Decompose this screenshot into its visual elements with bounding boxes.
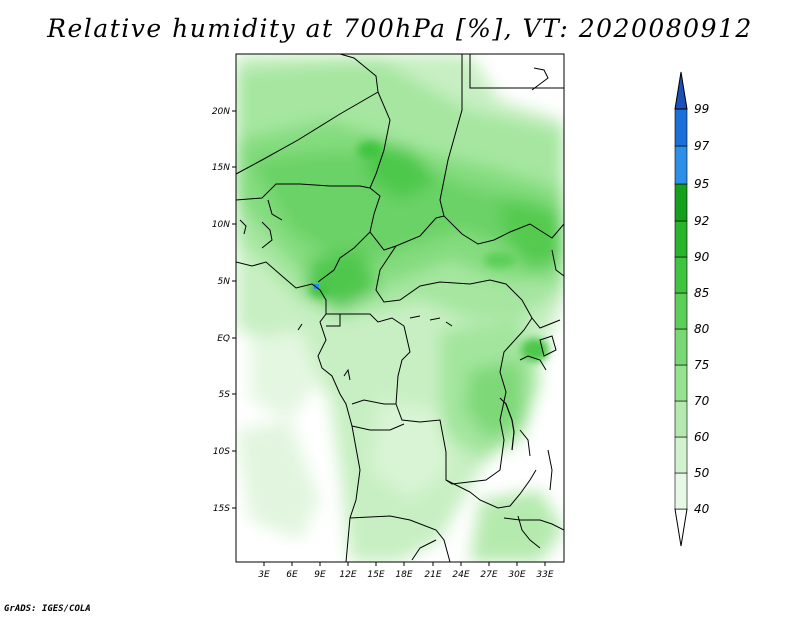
colorbar-label: 97 [694, 139, 710, 153]
colorbar-segment [674, 328, 688, 366]
lon-label: 27E [480, 570, 497, 580]
colorbar-segment [674, 220, 688, 258]
lon-label: 3E [258, 570, 270, 580]
software-credit: GrADS: IGES/COLA [4, 604, 91, 614]
colorbar: 40 50 60 70 75 80 85 90 92 95 97 99 [674, 71, 710, 547]
border-sahara [236, 54, 379, 175]
latitude-axis: 20N 15N 10N 5N EQ 5S 10S 15S [212, 107, 236, 514]
lon-label: 15E [367, 570, 384, 580]
colorbar-segment [674, 472, 688, 510]
colorbar-bottom-triangle [674, 508, 688, 547]
colorbar-label: 99 [694, 102, 709, 116]
colorbar-segment [674, 183, 688, 222]
colorbar-label: 92 [694, 214, 709, 228]
colorbar-segment [674, 256, 688, 294]
lat-label: 15S [213, 504, 230, 514]
colorbar-label: 95 [694, 177, 709, 191]
lat-label: 15N [212, 163, 230, 173]
colorbar-segment [674, 145, 688, 185]
colorbar-label: 80 [694, 322, 710, 336]
colorbar-segment [674, 400, 688, 438]
colorbar-label: 75 [694, 358, 709, 372]
lon-label: 21E [424, 570, 441, 580]
lon-label: 30E [508, 570, 525, 580]
map-frame [235, 53, 565, 563]
colorbar-label: 60 [694, 430, 710, 444]
colorbar-segment [674, 108, 688, 147]
colorbar-label: 70 [694, 394, 710, 408]
lon-label: 33E [536, 570, 553, 580]
colorbar-top-triangle [674, 71, 688, 110]
lat-label: 5N [218, 277, 231, 287]
colorbar-label: 50 [694, 466, 710, 480]
coastline-west-africa [236, 261, 361, 562]
lon-label: 6E [286, 570, 298, 580]
colorbar-segment [674, 436, 688, 474]
lat-label: 5S [219, 390, 231, 400]
humidity-field [236, 54, 564, 562]
map-title: Relative humidity at 700hPa [%], VT: 202… [47, 14, 753, 43]
coastlines-borders [236, 54, 564, 562]
lon-label: 9E [314, 570, 326, 580]
colorbar-label: 40 [694, 502, 710, 516]
lat-label: 10N [212, 220, 230, 230]
lon-label: 12E [339, 570, 356, 580]
lat-label: 20N [212, 107, 230, 117]
longitude-axis: 3E 6E 9E 12E 15E 18E 21E 24E 27E 30E 33E [258, 562, 554, 580]
lon-label: 18E [395, 570, 412, 580]
colorbar-label: 90 [694, 250, 710, 264]
colorbar-segment [674, 364, 688, 402]
colorbar-segment [674, 292, 688, 330]
lat-label: 10S [213, 447, 230, 457]
lon-label: 24E [452, 570, 469, 580]
lat-label: EQ [217, 334, 230, 344]
colorbar-label: 85 [694, 286, 709, 300]
